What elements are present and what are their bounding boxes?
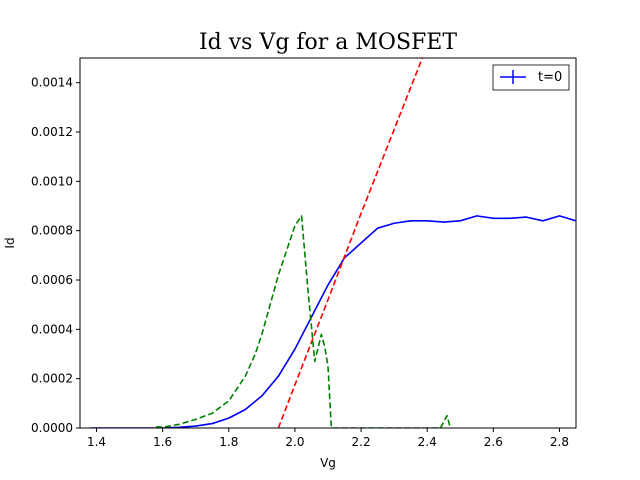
- series-line-0: [89, 215, 576, 428]
- y-tick-label: 0.0002: [31, 372, 73, 386]
- chart-title: Id vs Vg for a MOSFET: [199, 30, 457, 55]
- legend-label-t0: t=0: [538, 70, 562, 85]
- x-axis-label: Vg: [320, 456, 336, 470]
- legend: t=0: [492, 64, 570, 91]
- plot-frame: [79, 57, 577, 429]
- y-axis: 0.0000 0.0002 0.0004 0.0006 0.0008 0.0010 0.00…: [31, 76, 80, 435]
- x-tick-label: 2.0: [285, 435, 304, 449]
- x-tick-label: 2.6: [484, 435, 503, 449]
- series-line-2: [155, 215, 452, 428]
- y-tick-label: 0.0014: [31, 76, 73, 90]
- x-tick-label: 2.4: [418, 435, 437, 449]
- y-axis-label: Id: [3, 237, 17, 248]
- x-tick-label: 2.8: [550, 435, 569, 449]
- plot-area: [89, 58, 576, 428]
- y-tick-label: 0.0000: [31, 421, 73, 435]
- legend-box: [492, 64, 570, 91]
- y-tick-label: 0.0012: [31, 125, 73, 139]
- x-tick-label: 1.4: [87, 435, 106, 449]
- series-line-1: [277, 58, 441, 428]
- x-tick-label: 1.8: [219, 435, 238, 449]
- x-tick-label: 2.2: [352, 435, 371, 449]
- y-tick-label: 0.0004: [31, 322, 73, 336]
- x-axis: 1.4 1.6 1.8 2.0 2.2 2.4 2.6 2.8: [87, 428, 569, 449]
- y-tick-label: 0.0010: [31, 174, 73, 188]
- y-tick-label: 0.0008: [31, 224, 73, 238]
- x-tick-label: 1.6: [153, 435, 172, 449]
- y-tick-label: 0.0006: [31, 273, 73, 287]
